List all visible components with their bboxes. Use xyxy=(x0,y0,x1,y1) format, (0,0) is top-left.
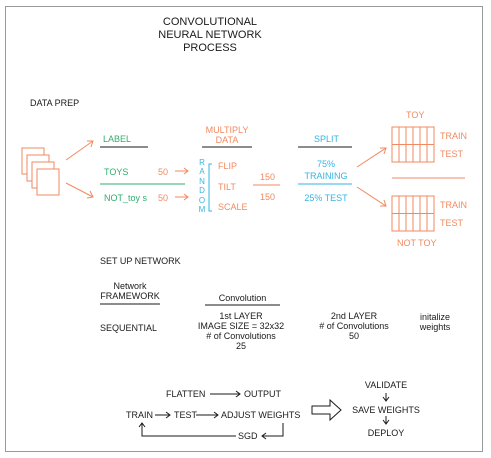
init-line-1: initalize xyxy=(419,312,450,322)
toy-test-label: TEST xyxy=(440,149,464,159)
tilt-label: TILT xyxy=(218,182,236,192)
label-text: LABEL xyxy=(103,134,132,144)
save-weights-label: SAVE WEIGHTS xyxy=(352,405,420,415)
title-line-3: PROCESS xyxy=(183,42,237,54)
scale-label: SCALE xyxy=(218,202,248,212)
data-prep-heading: DATA PREP xyxy=(30,98,80,108)
not-toy-test-label: TEST xyxy=(440,218,464,228)
sgd-label: SGD xyxy=(238,431,258,441)
second-layer-conv-count-label: # of Convolutions xyxy=(319,321,389,331)
test-step-label: TEST xyxy=(174,410,198,420)
training-label: TRAINING xyxy=(304,171,348,181)
train-step-label: TRAIN xyxy=(126,410,153,420)
title-line-2: NEURAL NETWORK xyxy=(158,29,262,41)
network-framework-label: Network FRAMEWORK xyxy=(96,281,164,301)
test-percent: 25% TEST xyxy=(304,193,348,203)
multiply-line-1: MULTIPLY xyxy=(205,125,249,135)
random-letter: O xyxy=(198,195,206,205)
diagram-title: CONVOLUTIONAL NEURAL NETWORK PROCESS xyxy=(150,16,270,55)
total-count-top: 150 xyxy=(260,172,276,182)
toys-label: TOYS xyxy=(104,167,129,177)
initialize-weights-label: initalize weights xyxy=(407,312,463,332)
deploy-label: DEPLOY xyxy=(367,428,405,438)
deploy-path-arrow xyxy=(311,398,342,422)
diagram-frame xyxy=(5,6,483,452)
random-letter: A xyxy=(199,167,205,177)
adjust-weights-label: ADJUST WEIGHTS xyxy=(221,410,301,420)
split-label: SPLIT xyxy=(314,134,340,144)
title-line-1: CONVOLUTIONAL xyxy=(162,16,258,28)
image-stack-icon xyxy=(21,147,60,196)
second-layer-label: 2nd LAYER xyxy=(330,311,378,321)
init-line-2: weights xyxy=(419,322,451,332)
not-toy-train-label: TRAIN xyxy=(440,200,467,210)
first-layer-conv-count: 25 xyxy=(235,341,246,351)
flip-label: FLIP xyxy=(218,161,238,171)
random-letter: R xyxy=(199,158,205,167)
random-letter: D xyxy=(199,186,205,196)
sequential-label: SEQUENTIAL xyxy=(100,323,158,333)
first-layer-block: 1st LAYER IMAGE SIZE = 32x32 # of Convol… xyxy=(180,311,302,351)
second-layer-conv-count: 50 xyxy=(348,331,359,341)
not-toys-count: 50 xyxy=(158,193,169,203)
toy-split-grid xyxy=(391,126,435,163)
flatten-label: FLATTEN xyxy=(166,389,206,399)
first-layer-conv-count-label: # of Convolutions xyxy=(206,331,276,341)
second-layer-block: 2nd LAYER # of Convolutions 50 xyxy=(306,311,402,341)
random-vertical-label: R A N D O M xyxy=(197,158,207,214)
toy-label: TOY xyxy=(406,110,425,120)
training-percent: 75% xyxy=(316,159,335,169)
setup-heading: SET UP NETWORK xyxy=(100,256,181,266)
image-size-label: IMAGE SIZE = 32x32 xyxy=(197,321,285,331)
convolution-label: Convolution xyxy=(218,293,267,303)
network-line-1: Network xyxy=(113,281,147,291)
total-count-bottom: 150 xyxy=(260,192,276,202)
not-toy-label: NOT TOY xyxy=(397,238,437,248)
first-layer-label: 1st LAYER xyxy=(219,311,263,321)
toys-count: 50 xyxy=(158,167,169,177)
multiply-data-label: MULTIPLY DATA xyxy=(200,125,254,145)
output-label: OUTPUT xyxy=(244,389,281,399)
random-letter: N xyxy=(199,176,205,186)
network-line-2: FRAMEWORK xyxy=(100,291,160,301)
not-toy-split-grid xyxy=(391,195,435,232)
random-letter: M xyxy=(198,205,206,215)
multiply-line-2: DATA xyxy=(215,135,239,145)
validate-label: VALIDATE xyxy=(364,380,408,390)
toy-train-label: TRAIN xyxy=(440,131,467,141)
not-toys-label: NOT_toy s xyxy=(104,193,148,203)
